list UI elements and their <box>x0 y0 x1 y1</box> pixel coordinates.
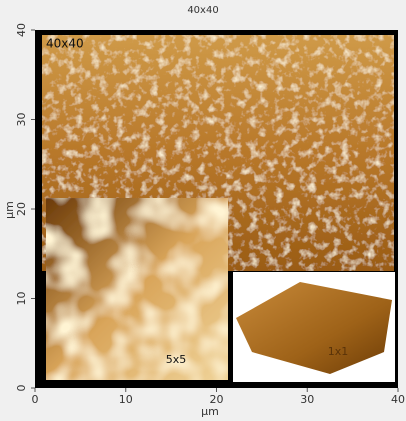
inset-5x5 <box>46 198 228 380</box>
x-tick-label: 30 <box>300 393 314 406</box>
chart-title: 40x40 <box>187 5 218 16</box>
annotation: 1x1 <box>328 345 349 358</box>
chart: 40x40 40x40 5x5 1x1 µm µm 01020304001020… <box>0 0 406 421</box>
annotation: 40x40 <box>46 37 84 51</box>
x-tick-label: 20 <box>210 393 224 406</box>
x-axis-label: µm <box>201 405 219 418</box>
x-tick-label: 40 <box>391 393 405 406</box>
annotation: 5x5 <box>166 353 187 366</box>
y-tick-label: 10 <box>15 292 28 306</box>
x-tick-label: 0 <box>32 393 39 406</box>
afm-image <box>35 30 398 388</box>
y-tick-label: 20 <box>15 202 28 216</box>
x-tick-label: 10 <box>119 393 133 406</box>
y-tick-label: 30 <box>15 113 28 127</box>
y-tick-label: 40 <box>15 23 28 37</box>
y-tick-label: 0 <box>15 385 28 392</box>
